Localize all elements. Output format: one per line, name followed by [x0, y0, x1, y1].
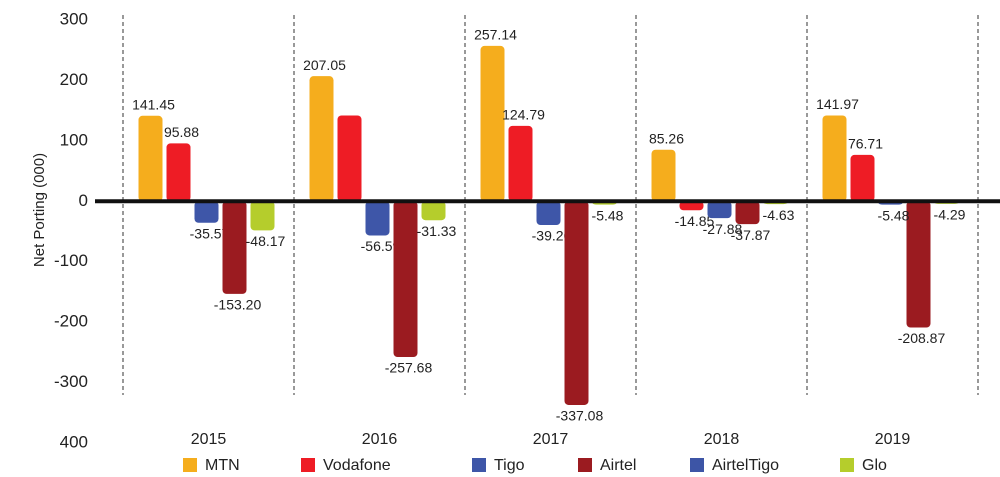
bar [536, 201, 561, 226]
bar [679, 201, 704, 211]
bar [651, 149, 676, 202]
value-label: -208.87 [898, 330, 946, 346]
value-label: -48.17 [246, 233, 286, 249]
bar [222, 201, 247, 294]
bar [564, 201, 589, 405]
value-label: -39.26 [532, 228, 572, 244]
bar [166, 143, 191, 202]
legend-label: MTN [205, 457, 240, 474]
legend-label: Tigo [494, 457, 525, 474]
value-label: -14.85 [675, 213, 715, 229]
value-label: 141.45 [132, 97, 175, 113]
bar [707, 201, 732, 219]
bar [822, 115, 847, 202]
bar [250, 201, 275, 231]
bar [309, 76, 334, 202]
value-label: -257.68 [385, 360, 433, 376]
legend-swatch [472, 458, 486, 472]
legend-swatch [183, 458, 197, 472]
value-label: -31.33 [417, 223, 457, 239]
y-tick-label: -100 [54, 251, 88, 270]
value-label: -4.29 [934, 207, 966, 223]
bar [906, 201, 931, 328]
bar [138, 115, 163, 202]
value-label: 76.71 [848, 136, 883, 152]
value-label: 257.14 [474, 27, 517, 43]
value-label: 207.05 [303, 57, 346, 73]
value-label: 141.97 [816, 96, 859, 112]
value-label: 124.79 [502, 107, 545, 123]
bar [735, 201, 760, 225]
y-tick-label: -300 [54, 372, 88, 391]
y-axis-label: Net Porting (000) [31, 153, 48, 267]
y-tick-label: 400 [60, 432, 88, 451]
legend-swatch [578, 458, 592, 472]
bar [337, 115, 362, 202]
legend-swatch [301, 458, 315, 472]
x-tick-label: 2016 [362, 431, 398, 448]
value-label: -153.20 [214, 297, 262, 313]
x-tick-label: 2019 [875, 431, 911, 448]
y-tick-label: 200 [60, 70, 88, 89]
value-label: -56.59 [361, 238, 401, 254]
x-tick-label: 2018 [704, 431, 740, 448]
value-label: 95.88 [164, 124, 199, 140]
legend-label: AirtelTigo [712, 457, 779, 474]
bar [850, 154, 875, 202]
value-label: 85.26 [649, 130, 684, 146]
value-label: -5.48 [592, 207, 624, 223]
bar [480, 45, 505, 202]
x-tick-label: 2017 [533, 431, 569, 448]
value-label: -37.87 [731, 227, 771, 243]
x-tick-label: 2015 [191, 431, 227, 448]
bar [194, 201, 219, 223]
bar [365, 201, 390, 236]
value-label: -337.08 [556, 408, 604, 424]
y-tick-label: 300 [60, 9, 88, 28]
bar [393, 201, 418, 357]
legend-label: Vodafone [323, 457, 391, 474]
value-label: -5.48 [878, 207, 910, 223]
legend-swatch [840, 458, 854, 472]
legend-swatch [690, 458, 704, 472]
value-label: -35.57 [190, 225, 230, 241]
value-label: -4.63 [763, 207, 795, 223]
y-tick-label: 0 [79, 191, 88, 210]
y-tick-label: -200 [54, 312, 88, 331]
y-tick-label: 100 [60, 130, 88, 149]
legend-label: Airtel [600, 457, 636, 474]
bar [508, 125, 533, 202]
value-label: -27.88 [703, 221, 743, 237]
legend-label: Glo [862, 457, 887, 474]
bar [421, 201, 446, 221]
